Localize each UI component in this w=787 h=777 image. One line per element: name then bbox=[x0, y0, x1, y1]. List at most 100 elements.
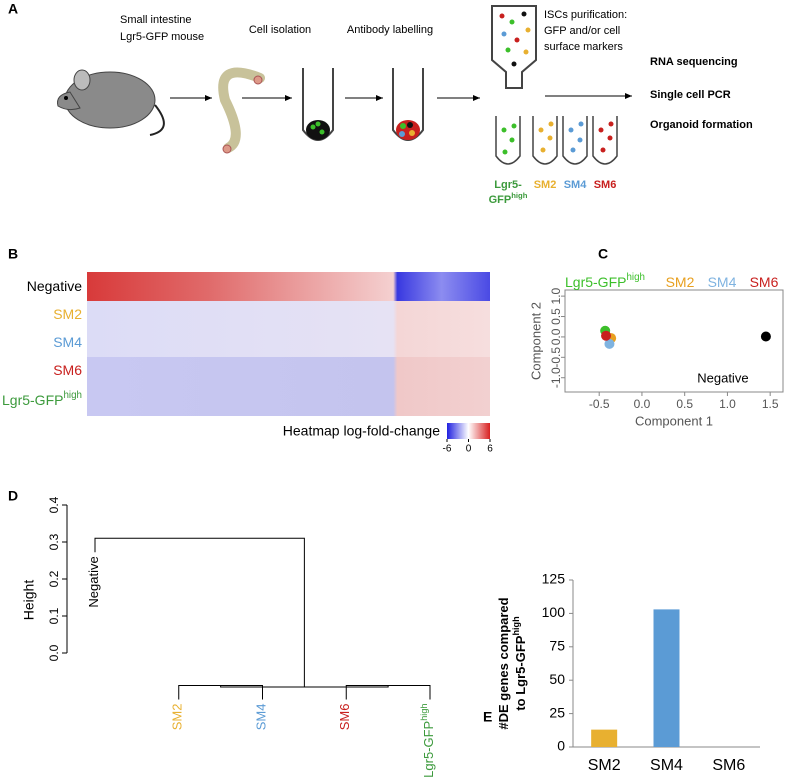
x-tick-label: 1.5 bbox=[762, 397, 779, 411]
tube-label-main: SM2 bbox=[534, 179, 557, 191]
row-label-main: SM4 bbox=[53, 334, 82, 350]
tube-label: SM4 bbox=[564, 179, 588, 191]
legend-entry-main: SM2 bbox=[666, 274, 695, 290]
panel-label: D bbox=[8, 488, 18, 504]
point bbox=[601, 330, 612, 341]
tube-label: SM6 bbox=[594, 179, 617, 191]
point-label-main: Negative bbox=[697, 371, 748, 386]
leaf-label-sup: high bbox=[419, 704, 429, 721]
y-tick-label: 125 bbox=[542, 571, 566, 587]
leaf-label: Lgr5-GFPhigh bbox=[419, 704, 436, 777]
y-tick-label: 100 bbox=[542, 604, 566, 620]
y-tick-label: 0 bbox=[557, 738, 565, 754]
application: Organoid formation bbox=[650, 119, 753, 131]
purification-text: GFP and/or cell bbox=[544, 25, 620, 37]
dendrogram-branch bbox=[345, 685, 431, 700]
leaf-label-main: SM6 bbox=[338, 704, 353, 731]
y-tick-label: 0.0 bbox=[47, 644, 61, 661]
legend-entry-sup: high bbox=[626, 272, 645, 283]
y-tick-label: 75 bbox=[549, 638, 565, 654]
application: RNA sequencing bbox=[650, 56, 738, 68]
row-label: SM4 bbox=[53, 334, 82, 350]
tube-label-main: GFP bbox=[489, 194, 512, 206]
bar bbox=[591, 729, 618, 747]
colorbar-tick-label: -6 bbox=[443, 444, 452, 455]
colorbar-tick-label: 6 bbox=[487, 444, 493, 455]
tube-label-main: SM6 bbox=[594, 179, 617, 191]
panel-label: B bbox=[8, 246, 18, 262]
mouse-label: Small intestine bbox=[120, 14, 192, 26]
panel-label: C bbox=[598, 246, 608, 262]
y-tick-label: 1.0 bbox=[549, 287, 563, 304]
application: Single cell PCR bbox=[650, 89, 731, 101]
tube-label: Lgr5- bbox=[494, 179, 522, 191]
leaf-label-main: Negative bbox=[86, 556, 101, 607]
panel-label: A bbox=[8, 1, 18, 17]
bar bbox=[653, 609, 680, 747]
purification-text: surface markers bbox=[544, 41, 623, 53]
point-label: Negative bbox=[697, 371, 748, 386]
x-tick-label: SM4 bbox=[650, 757, 683, 774]
legend-entry: SM6 bbox=[750, 274, 779, 290]
heatmap bbox=[87, 272, 490, 439]
x-tick-label: 1.0 bbox=[719, 397, 736, 411]
leaf-label-main: SM2 bbox=[170, 704, 185, 731]
tube-label-main: SM4 bbox=[564, 179, 588, 191]
step-label: Cell isolation bbox=[249, 24, 311, 36]
x-tick-label: 0.5 bbox=[676, 397, 693, 411]
row-label-main: Lgr5-GFP bbox=[2, 392, 63, 408]
legend-entry-main: SM4 bbox=[708, 274, 737, 290]
leaf-label: SM4 bbox=[254, 704, 269, 731]
y-axis-title: #DE genes compared bbox=[496, 597, 511, 729]
y-tick-label: 0.3 bbox=[47, 533, 61, 550]
y-tick-label: 0.5 bbox=[549, 308, 563, 325]
colorbar-tick-label: 0 bbox=[466, 444, 472, 455]
y-tick-label: 0.4 bbox=[47, 496, 61, 513]
colorbar-title: Heatmap log-fold-change bbox=[283, 423, 440, 439]
tube-label-main: Lgr5- bbox=[494, 179, 522, 191]
x-tick-label: SM2 bbox=[588, 757, 621, 774]
y-tick-label: 0.0 bbox=[549, 328, 563, 345]
y-tick-label: 0.1 bbox=[47, 607, 61, 624]
step-label: Antibody labelling bbox=[347, 24, 433, 36]
row-label-main: SM2 bbox=[53, 306, 82, 322]
y-tick-label: 25 bbox=[549, 704, 565, 720]
leaf-label-main: Lgr5-GFP bbox=[421, 721, 436, 777]
y-axis-title: to Lgr5-GFPhigh bbox=[511, 616, 528, 710]
dendrogram-branch bbox=[178, 685, 263, 700]
row-label: SM6 bbox=[53, 362, 82, 378]
point bbox=[760, 331, 771, 342]
row-label-main: SM6 bbox=[53, 362, 82, 378]
row-label: Lgr5-GFPhigh bbox=[2, 390, 82, 408]
y-tick-label: 0.2 bbox=[47, 570, 61, 587]
x-tick-label: -0.5 bbox=[589, 397, 610, 411]
tube-label-sup: high bbox=[511, 191, 528, 200]
y-axis-title: Component 2 bbox=[528, 302, 543, 380]
leaf-label: SM6 bbox=[338, 704, 353, 731]
row-label-sup: high bbox=[63, 390, 82, 401]
legend-entry: SM2 bbox=[666, 274, 695, 290]
mouse-label: Lgr5-GFP mouse bbox=[120, 31, 204, 43]
row-label: SM2 bbox=[53, 306, 82, 322]
panel-label: E bbox=[483, 709, 492, 725]
y-tick-label: -0.5 bbox=[549, 347, 563, 368]
x-axis-title: Component 1 bbox=[635, 413, 713, 428]
y-axis-title-main: #DE genes compared bbox=[496, 597, 511, 729]
y-axis-title: Height bbox=[21, 580, 37, 621]
tube-label: SM2 bbox=[534, 179, 557, 191]
leaf-label-main: SM4 bbox=[254, 704, 269, 731]
legend-entry: Lgr5-GFPhigh bbox=[565, 272, 645, 290]
x-tick-label: 0.0 bbox=[634, 397, 651, 411]
purification-text: ISCs purification: bbox=[544, 9, 627, 21]
plot-frame bbox=[564, 289, 784, 393]
leaf-label: Negative bbox=[86, 556, 101, 607]
tube-label: GFPhigh bbox=[489, 191, 528, 206]
y-axis-title-sup: high bbox=[511, 616, 521, 635]
y-axis-title-main: to Lgr5-GFP bbox=[513, 635, 528, 710]
point bbox=[604, 338, 615, 349]
leaf-label: SM2 bbox=[170, 704, 185, 731]
y-tick-label: -1.0 bbox=[549, 367, 563, 388]
panel-a-art bbox=[57, 5, 632, 165]
y-tick-label: 50 bbox=[549, 671, 565, 687]
